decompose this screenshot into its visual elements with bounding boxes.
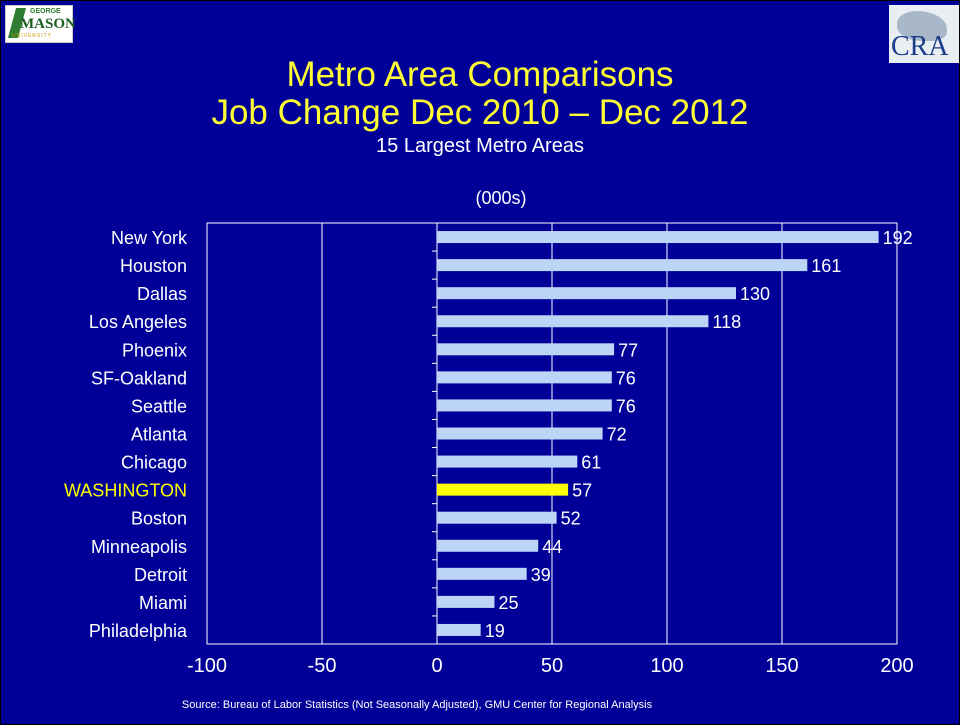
category-label: Detroit (134, 565, 187, 585)
category-label: Philadelphia (89, 621, 188, 641)
bar (437, 371, 612, 384)
bar (437, 455, 578, 468)
bar (437, 595, 495, 608)
unit-label: (000s) (475, 188, 527, 208)
bar (437, 231, 879, 244)
category-label: Los Angeles (89, 312, 187, 332)
bar (437, 287, 736, 300)
bar (437, 539, 539, 552)
bar (437, 567, 527, 580)
x-tick-label: 150 (765, 655, 798, 677)
bar (437, 343, 615, 356)
data-label: 72 (607, 425, 627, 445)
chart-subtitle: 15 Largest Metro Areas (376, 135, 584, 157)
bar (437, 399, 612, 412)
bar (437, 623, 481, 636)
data-label: 118 (712, 312, 741, 332)
cra-logo: CRA (889, 5, 959, 63)
category-label: Houston (120, 256, 187, 276)
x-tick-label: -100 (187, 655, 227, 677)
data-label: 57 (572, 481, 592, 501)
gmu-logo-line3: UNIVERSITY (12, 33, 53, 39)
x-tick-label: 50 (541, 655, 563, 677)
data-label: 192 (883, 228, 913, 248)
data-label: 76 (616, 368, 636, 388)
x-tick-label: 100 (650, 655, 683, 677)
data-label: 130 (740, 284, 770, 304)
category-label: SF-Oakland (91, 368, 187, 388)
category-label: Miami (139, 593, 187, 613)
data-label: 161 (811, 256, 841, 276)
data-label: 52 (561, 509, 581, 529)
category-label: Boston (131, 509, 187, 529)
bar (437, 315, 709, 328)
data-label: 19 (485, 621, 505, 641)
category-label: New York (111, 228, 188, 248)
category-label: Phoenix (122, 340, 187, 360)
bar (437, 259, 808, 272)
gmu-logo: GEORGE MASON UNIVERSITY (5, 5, 76, 43)
data-label: 77 (618, 340, 638, 360)
category-label: WASHINGTON (64, 481, 187, 501)
gmu-logo-line2: MASON (20, 16, 76, 32)
data-label: 61 (581, 453, 601, 473)
bar (437, 483, 569, 496)
chart-title-line1: Metro Area Comparisons (286, 55, 674, 94)
category-label: Atlanta (131, 425, 188, 445)
data-label: 44 (542, 537, 562, 557)
bar (437, 511, 557, 524)
gmu-logo-line1: GEORGE (30, 8, 61, 15)
data-label: 25 (499, 593, 519, 613)
cra-logo-text: CRA (891, 31, 949, 62)
source-note: Source: Bureau of Labor Statistics (Not … (181, 699, 653, 711)
category-label: Seattle (131, 396, 187, 416)
category-label: Minneapolis (91, 537, 187, 557)
x-tick-label: 200 (880, 655, 913, 677)
cra-logo-map-shape (897, 11, 947, 41)
category-label: Chicago (121, 453, 187, 473)
data-label: 76 (616, 396, 636, 416)
chart-title-line2: Job Change Dec 2010 – Dec 2012 (211, 93, 749, 132)
x-tick-label: -50 (308, 655, 337, 677)
bar (437, 427, 603, 440)
x-tick-label: 0 (431, 655, 442, 677)
data-label: 39 (531, 565, 551, 585)
category-label: Dallas (137, 284, 187, 304)
